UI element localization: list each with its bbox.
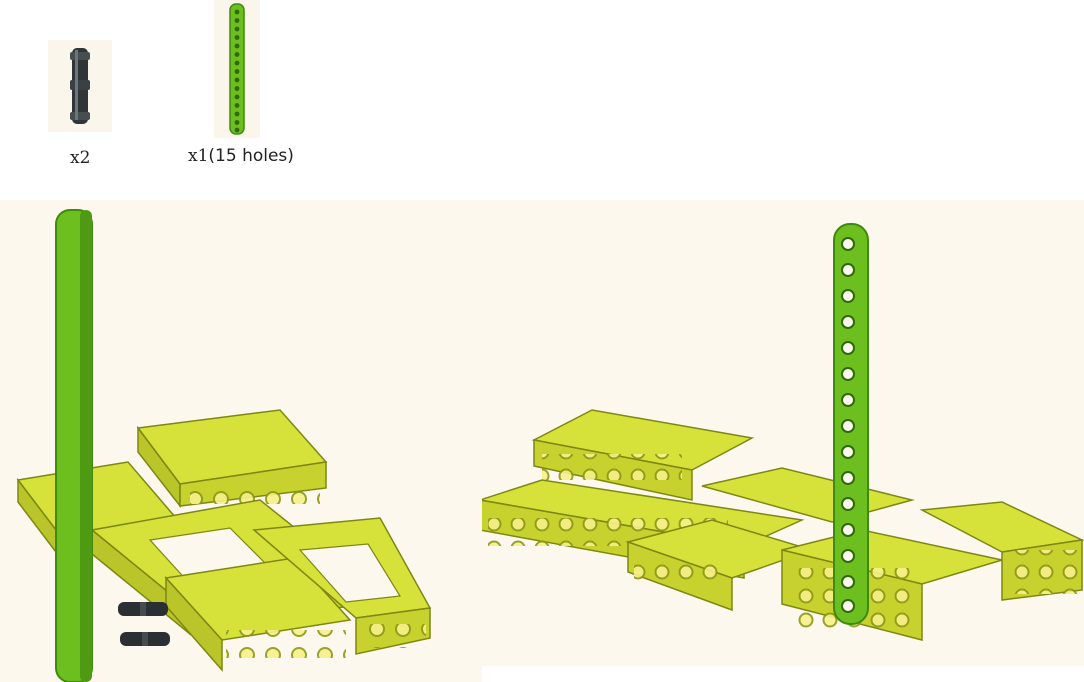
exploded-assembly-view	[0, 200, 482, 682]
connector-pin-icon	[70, 48, 90, 124]
parts-list: x2 x1(15 holes)	[0, 0, 1084, 190]
part-green-beam	[214, 0, 260, 138]
green-beam-quantity-count: x1	[188, 146, 209, 166]
assembled-frame-group	[482, 409, 1084, 641]
part-connector-pin	[48, 40, 112, 132]
green-beam-hole-count: (15 holes)	[208, 146, 294, 166]
green-beam-exploded	[55, 209, 93, 682]
green-beam-quantity: x1(15 holes)	[188, 146, 294, 166]
assembled-view	[482, 200, 1084, 666]
exploded-assembly-illustration	[16, 209, 432, 682]
connector-pin-thumbnail	[48, 40, 112, 132]
loose-pins	[118, 602, 170, 646]
green-beam-assembled	[833, 223, 869, 625]
green-beam-icon	[229, 3, 245, 135]
green-beam-thumbnail	[214, 0, 260, 138]
assembled-illustration	[482, 223, 1084, 641]
connector-pin-quantity: x2	[70, 148, 91, 168]
